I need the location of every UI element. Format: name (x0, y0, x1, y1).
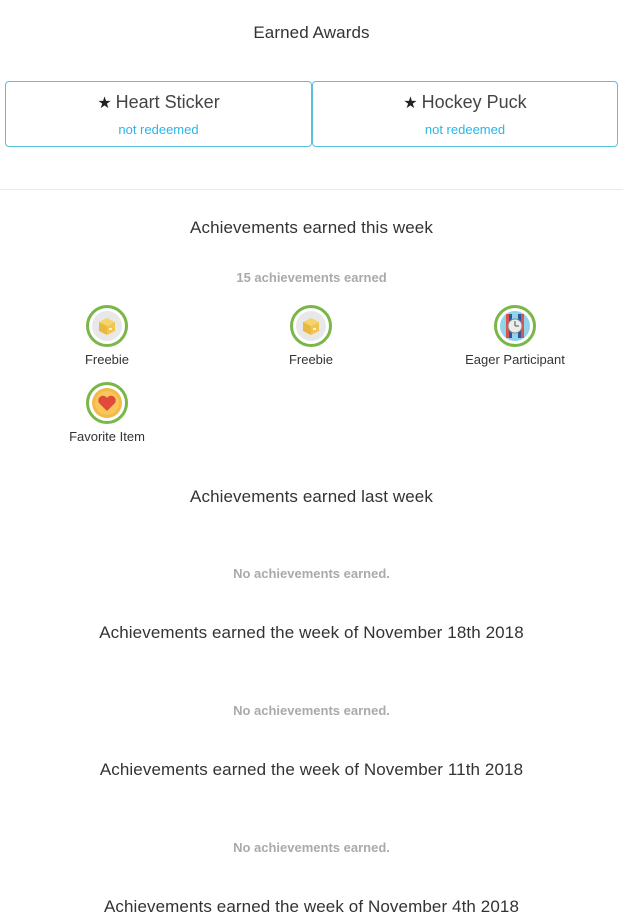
award-card-hockey-puck[interactable]: ★ Hockey Puck not redeemed (312, 81, 618, 147)
award-name: ★ Heart Sticker (6, 92, 311, 113)
achievement-badge-freebie[interactable]: Freebie (231, 305, 391, 367)
award-name-text: Heart Sticker (115, 92, 220, 112)
achievement-badge-freebie[interactable]: Freebie (27, 305, 187, 367)
week-title-last-week: Achievements earned last week (190, 487, 433, 506)
star-icon: ★ (403, 95, 418, 112)
box-icon (92, 311, 122, 341)
badge-ring (86, 305, 128, 347)
empty-state-text: No achievements earned. (233, 840, 390, 855)
achievement-count: 15 achievements earned (236, 270, 387, 285)
empty-state-text: No achievements earned. (233, 703, 390, 718)
badge-ring (290, 305, 332, 347)
week-title-nov-4: Achievements earned the week of November… (103, 897, 520, 916)
week-title-nov-18: Achievements earned the week of November… (99, 623, 524, 642)
badge-label: Eager Participant (465, 352, 565, 367)
award-card-heart-sticker[interactable]: ★ Heart Sticker not redeemed (5, 81, 312, 147)
heart-icon (92, 388, 122, 418)
badge-label: Freebie (288, 352, 334, 367)
earned-awards-title: Earned Awards (253, 23, 370, 42)
badge-ring (494, 305, 536, 347)
badge-label: Favorite Item (69, 429, 145, 444)
award-name: ★ Hockey Puck (313, 92, 617, 113)
section-divider (0, 189, 623, 190)
award-name-text: Hockey Puck (421, 92, 527, 112)
star-icon: ★ (97, 95, 112, 112)
award-status: not redeemed (118, 122, 199, 137)
award-status: not redeemed (424, 122, 506, 137)
achievement-badge-eager-participant[interactable]: Eager Participant (435, 305, 595, 367)
empty-state-text: No achievements earned. (233, 566, 390, 581)
clock-icon (500, 311, 530, 341)
achievement-badge-favorite-item[interactable]: Favorite Item (27, 382, 187, 444)
box-icon (296, 311, 326, 341)
week-title-this-week: Achievements earned this week (190, 218, 433, 237)
badge-label: Freebie (84, 352, 130, 367)
week-title-nov-11: Achievements earned the week of November… (99, 760, 524, 779)
badge-ring (86, 382, 128, 424)
